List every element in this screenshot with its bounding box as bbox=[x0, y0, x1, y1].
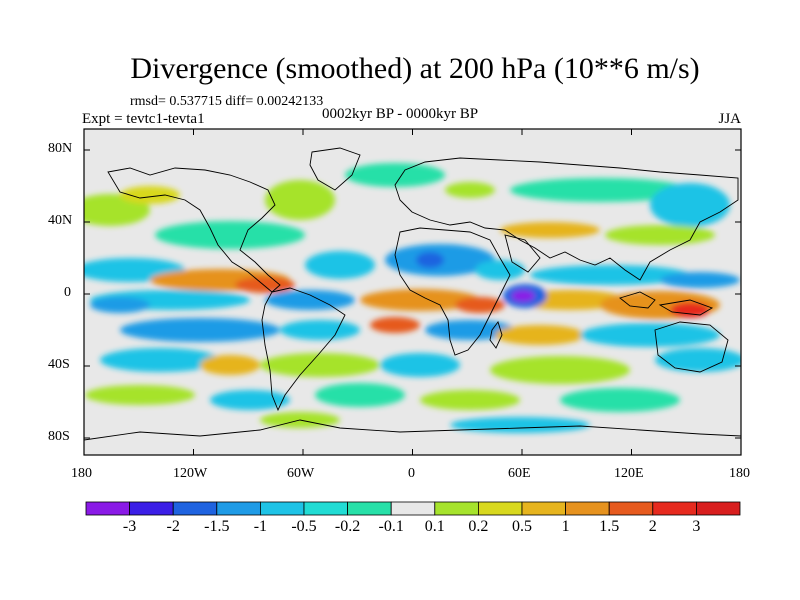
lat-label-80s: 80S bbox=[48, 429, 70, 444]
colorbar-label: -0.5 bbox=[291, 518, 317, 535]
colorbar-swatch bbox=[565, 501, 610, 516]
colorbar-swatch bbox=[129, 501, 174, 516]
plot-title: Divergence (smoothed) at 200 hPa (10**6 … bbox=[130, 52, 700, 85]
colorbar-label: 0.2 bbox=[468, 518, 489, 535]
colorbar-label: -3 bbox=[122, 518, 137, 535]
period-label: 0002kyr BP - 0000kyr BP bbox=[322, 106, 479, 122]
colorbar bbox=[85, 501, 741, 516]
colorbar-label: 0.1 bbox=[424, 518, 445, 535]
lon-label-60w: 60W bbox=[287, 466, 315, 481]
colorbar-swatch bbox=[477, 501, 523, 516]
stats-line: rmsd= 0.537715 diff= 0.00242133 bbox=[130, 94, 324, 109]
lat-ticks bbox=[84, 149, 741, 439]
experiment-label: Expt = tevtc1-tevta1 bbox=[82, 111, 205, 127]
lon-label-60e: 60E bbox=[508, 466, 531, 481]
lon-label-120w: 120W bbox=[173, 466, 208, 481]
colorbar-label: 1 bbox=[561, 518, 570, 535]
lat-label-0: 0 bbox=[64, 285, 71, 300]
colorbar-label: -2 bbox=[166, 518, 180, 535]
colorbar-label: 1.5 bbox=[599, 518, 620, 535]
coastlines bbox=[84, 147, 741, 441]
lat-label-80n: 80N bbox=[48, 141, 73, 156]
colorbar-label: 3 bbox=[692, 518, 701, 535]
colorbar-swatch bbox=[696, 501, 741, 516]
colorbar-label: -0.1 bbox=[378, 518, 404, 535]
lat-label-40n: 40N bbox=[48, 213, 73, 228]
colorbar-label: -1 bbox=[253, 518, 268, 535]
colorbar-swatch bbox=[216, 501, 261, 516]
colorbar-swatch bbox=[434, 501, 479, 516]
lon-label-0: 0 bbox=[408, 466, 415, 481]
colorbar-swatch bbox=[390, 501, 436, 516]
colorbar-swatch bbox=[172, 501, 218, 516]
colorbar-label: -1.5 bbox=[204, 518, 230, 535]
lon-ticks bbox=[83, 129, 742, 455]
lon-label-180w: 180 bbox=[71, 466, 92, 481]
colorbar-label: -0.2 bbox=[334, 518, 361, 535]
lat-label-40s: 40S bbox=[48, 357, 70, 372]
colorbar-swatch bbox=[259, 501, 305, 516]
colorbar-swatch bbox=[652, 501, 697, 516]
colorbar-swatch bbox=[347, 501, 392, 516]
colorbar-swatch bbox=[85, 501, 130, 516]
lon-label-180e: 180 bbox=[729, 466, 750, 481]
lon-label-120e: 120E bbox=[614, 466, 644, 481]
colorbar-swatch bbox=[521, 501, 566, 516]
colorbar-label: 0.5 bbox=[512, 518, 532, 535]
season-label: JJA bbox=[718, 111, 741, 127]
colorbar-label: 2 bbox=[648, 518, 657, 535]
divergence-field bbox=[84, 129, 741, 455]
colorbar-swatch bbox=[303, 501, 348, 516]
colorbar-swatch bbox=[608, 501, 654, 516]
